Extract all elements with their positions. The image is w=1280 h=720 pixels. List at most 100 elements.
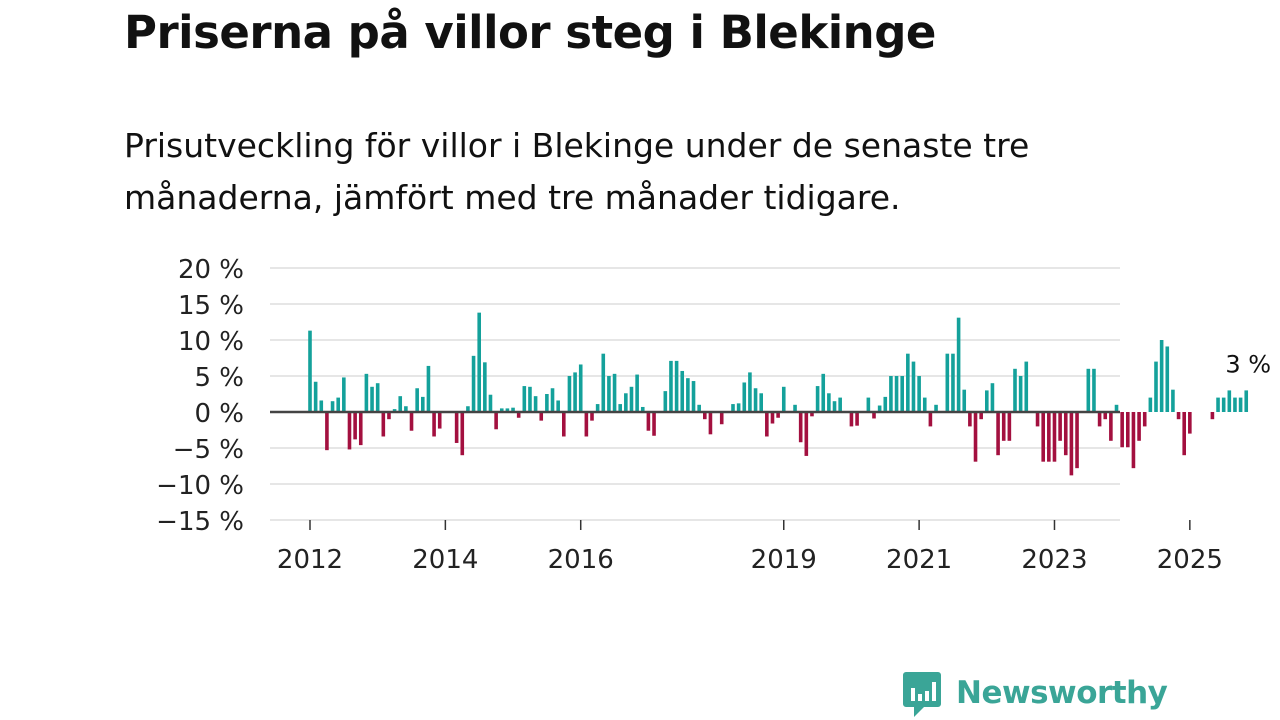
bar — [437, 412, 442, 429]
bar — [962, 389, 967, 412]
bar — [505, 408, 510, 412]
bar — [624, 393, 628, 412]
bar — [404, 406, 408, 412]
bar — [556, 400, 560, 412]
bar — [539, 412, 544, 421]
bar — [1137, 412, 1141, 441]
bar — [866, 397, 871, 412]
bar — [584, 412, 589, 437]
bar — [652, 412, 656, 436]
bar — [1171, 389, 1175, 412]
y-tick-label: 20 % — [178, 255, 244, 285]
bar — [781, 386, 786, 412]
bar — [849, 412, 854, 427]
bar — [804, 412, 809, 456]
bar — [1233, 397, 1237, 412]
bar — [1114, 404, 1119, 412]
bar — [1182, 412, 1186, 456]
bar — [1086, 368, 1091, 412]
bar — [1063, 412, 1068, 456]
bar — [466, 406, 470, 412]
bar — [985, 390, 989, 412]
bar — [956, 317, 961, 412]
bar — [1024, 361, 1029, 412]
bar — [1131, 412, 1136, 469]
y-tick-label: −15 % — [156, 507, 244, 537]
bar — [945, 353, 950, 412]
bar — [528, 386, 532, 412]
bar — [313, 381, 318, 412]
bar — [618, 404, 622, 412]
bar — [545, 394, 549, 412]
bar — [499, 408, 504, 412]
bar — [691, 381, 696, 412]
bar — [595, 404, 600, 412]
x-tick-label: 2016 — [548, 545, 614, 575]
bar — [1142, 412, 1147, 427]
y-tick-label: 0 % — [194, 399, 244, 429]
bar — [1041, 412, 1045, 462]
bar — [1052, 412, 1057, 462]
bar — [460, 412, 465, 456]
bar — [1103, 412, 1108, 420]
bar — [398, 396, 403, 412]
bar — [358, 412, 363, 446]
bar — [1109, 412, 1113, 441]
bar — [421, 396, 425, 412]
x-tick-label: 2025 — [1157, 545, 1223, 575]
bar — [646, 412, 651, 431]
bar — [877, 405, 882, 412]
bar — [330, 401, 335, 412]
bar — [1165, 346, 1170, 412]
bar — [375, 383, 380, 412]
bar — [1216, 397, 1220, 412]
bar — [928, 412, 933, 427]
bar — [742, 382, 747, 412]
bar — [821, 373, 826, 412]
bar — [770, 412, 775, 424]
bar — [798, 412, 803, 443]
bar — [748, 372, 752, 412]
bar — [562, 412, 566, 437]
bar — [680, 370, 685, 412]
bar — [426, 365, 431, 412]
bar — [753, 388, 758, 412]
x-tick-label: 2012 — [277, 545, 343, 575]
bar — [1154, 361, 1158, 412]
bar — [590, 412, 594, 421]
bar — [917, 376, 921, 412]
y-tick-label: 15 % — [178, 291, 244, 321]
bar — [516, 412, 521, 418]
bar — [370, 386, 374, 412]
last-value-annotation: 3 % — [1225, 350, 1271, 378]
bar — [612, 373, 617, 412]
bar — [533, 396, 538, 412]
x-tick-label: 2014 — [412, 545, 478, 575]
bar — [494, 412, 498, 430]
bar — [736, 403, 741, 412]
bar — [810, 412, 814, 417]
bar — [697, 404, 701, 412]
bar — [415, 388, 419, 412]
y-tick-label: −10 % — [156, 471, 244, 501]
bar — [731, 404, 735, 412]
bar — [968, 412, 972, 427]
bar — [674, 360, 679, 412]
bar — [669, 360, 673, 412]
bar — [1013, 368, 1017, 412]
bar — [1097, 412, 1102, 427]
newsworthy-logo-icon — [903, 672, 941, 717]
y-tick-label: 10 % — [178, 327, 244, 357]
bar — [996, 412, 1000, 456]
bar — [336, 397, 340, 412]
bar — [640, 406, 645, 412]
bar — [1126, 412, 1130, 448]
bar — [308, 330, 312, 412]
bar — [488, 394, 493, 412]
bar — [922, 397, 927, 412]
bar — [900, 376, 904, 412]
bar — [1238, 397, 1243, 412]
bar — [1221, 397, 1226, 412]
bar — [1159, 340, 1164, 412]
bar — [364, 373, 369, 412]
